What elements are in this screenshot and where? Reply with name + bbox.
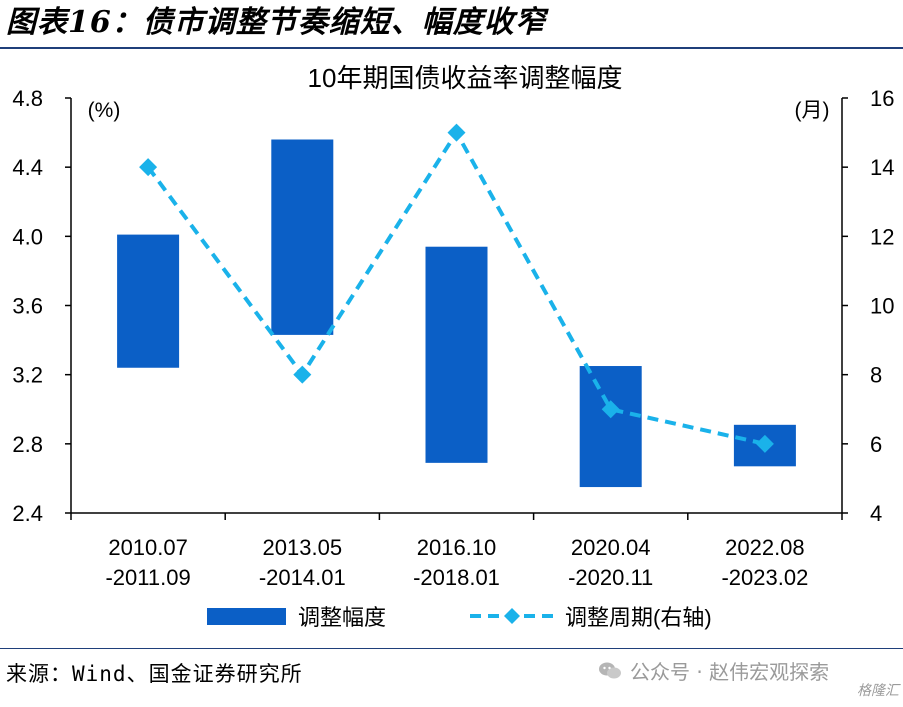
footer-divider xyxy=(0,648,903,649)
source-note: 来源：Wind、国金证券研究所 xyxy=(6,662,303,686)
watermark: 公众号 · 赵伟宏观探索 xyxy=(598,656,829,685)
right-tick-label: 6 xyxy=(870,432,882,457)
x-tick-label: -2011.09 xyxy=(105,565,190,590)
chart-title: 10年期国债收益率调整幅度 xyxy=(308,63,623,93)
left-tick-label: 3.6 xyxy=(12,294,43,319)
ticks-layer: 2.4 2.8 3.2 3.6 4.0 4.4 4.8 4 6 8 10 12 14 16 2010.07 -… xyxy=(12,86,894,590)
x-tick-label: 2016.10 xyxy=(417,535,497,560)
yield-adjustment-chart: 10年期国债收益率调整幅度 (%) (月) 2.4 2.8 3.2 3.6 4.0 4.4… xyxy=(12,63,894,630)
x-tick-label: -2023.02 xyxy=(721,565,808,590)
left-axis-unit: (%) xyxy=(88,99,121,122)
period-point-marker xyxy=(755,434,774,453)
legend: 调整幅度 调整周期(右轴) xyxy=(207,605,712,630)
x-tick-label: 2010.07 xyxy=(108,535,188,560)
legend-bar-label: 调整幅度 xyxy=(298,605,386,630)
period-point-marker xyxy=(139,158,158,177)
right-tick-label: 14 xyxy=(870,155,894,180)
title-divider xyxy=(0,47,903,49)
watermark-text: 公众号 · 赵伟宏观探索 xyxy=(630,660,830,684)
legend-line-label: 调整周期(右轴) xyxy=(565,605,712,630)
figure-title: 图表16：债市调整节奏缩短、幅度收窄 xyxy=(6,5,546,40)
right-tick-label: 10 xyxy=(870,294,894,319)
period-point-marker xyxy=(293,365,312,384)
adjustment-bar xyxy=(425,246,488,463)
left-tick-label: 3.2 xyxy=(12,363,43,388)
period-point-marker xyxy=(601,400,620,419)
right-tick-label: 12 xyxy=(870,224,894,249)
adjustment-bar xyxy=(271,139,334,335)
wechat-icon xyxy=(599,662,621,678)
left-tick-label: 2.8 xyxy=(12,432,43,457)
left-tick-label: 4.4 xyxy=(12,155,43,180)
left-tick-label: 2.4 xyxy=(12,501,43,526)
right-tick-label: 16 xyxy=(870,86,894,111)
period-point-marker xyxy=(447,123,466,142)
x-tick-label: 2022.08 xyxy=(725,535,805,560)
legend-line-marker xyxy=(504,608,520,624)
watermark-badge: 格隆汇 xyxy=(857,683,899,699)
line-layer xyxy=(139,123,774,453)
x-tick-label: -2014.01 xyxy=(259,565,346,590)
left-tick-label: 4.0 xyxy=(12,224,43,249)
x-tick-label: -2018.01 xyxy=(413,565,500,590)
left-tick-label: 4.8 xyxy=(12,86,43,111)
x-tick-label: -2020.11 xyxy=(568,565,653,590)
right-tick-label: 4 xyxy=(870,501,882,526)
adjustment-bar xyxy=(117,234,180,368)
right-axis-unit: (月) xyxy=(795,99,830,122)
x-tick-label: 2020.04 xyxy=(571,535,651,560)
x-tick-label: 2013.05 xyxy=(263,535,343,560)
bars-layer xyxy=(117,139,796,488)
adjustment-bar xyxy=(579,366,642,488)
right-tick-label: 8 xyxy=(870,363,882,388)
legend-bar-swatch xyxy=(207,608,286,625)
